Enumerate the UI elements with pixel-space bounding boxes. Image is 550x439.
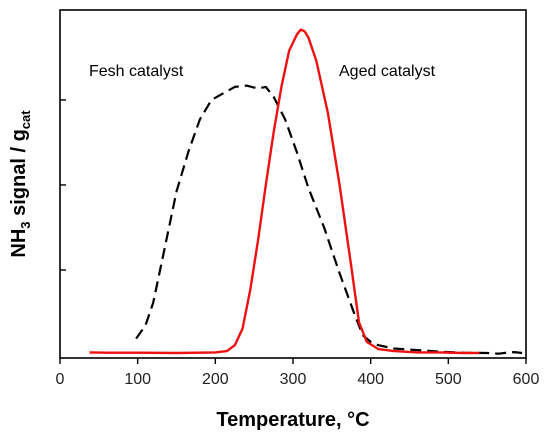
x-tick-label: 400 [357, 371, 384, 388]
x-axis-title: Temperature, °C [216, 409, 369, 431]
x-tick-label: 100 [124, 371, 151, 388]
y-axis-title-prefix-sub: 3 [18, 221, 33, 228]
annotation-fresh-catalyst: Fesh catalyst [89, 63, 184, 80]
y-axis-title-prefix: NH [8, 229, 30, 258]
series-layer [89, 28, 523, 355]
series-line-aged [89, 28, 480, 355]
x-tick-label: 300 [280, 371, 307, 388]
x-tick-label: 500 [435, 371, 462, 388]
annotation-aged-catalyst: Aged catalyst [339, 63, 436, 80]
x-tick-label: 200 [202, 371, 229, 388]
x-tick-label: 0 [56, 371, 65, 388]
x-axis: 0 100 200 300 400 500 600 [56, 358, 540, 388]
y-axis [60, 99, 66, 271]
y-axis-title-middle: signal / g [8, 129, 30, 221]
y-axis-title-suffix-sub: cat [18, 110, 33, 129]
x-tick-label: 600 [513, 371, 540, 388]
y-axis-title: NH3 signal / gcat [8, 110, 33, 258]
